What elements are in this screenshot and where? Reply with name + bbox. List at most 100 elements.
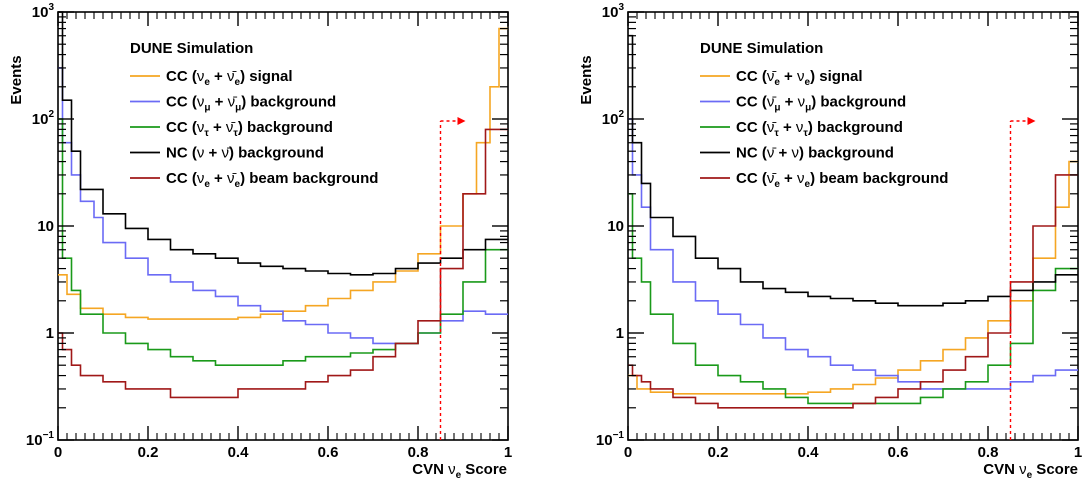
left-legend-label-part: + <box>204 145 221 162</box>
left-legend-entry: CC (νμ + ν̄μ) background <box>130 94 336 114</box>
right-legend-label-part: e <box>805 179 811 190</box>
left-cut-arrow-head <box>457 117 466 125</box>
right-x-ticks: 0 0.2 0.4 0.6 0.8 1 <box>624 12 1082 461</box>
right-annotation: DUNE Simulation <box>700 40 823 57</box>
right-legend-label-part: + <box>780 68 797 85</box>
left-y-axis-label: Events <box>8 55 25 104</box>
left-legend-entry: NC (ν + ν̄) background <box>130 145 324 162</box>
left-legend-label: CC (νe + ν̄e) beam background <box>166 170 378 190</box>
left-y-tick-label-base: 10 <box>32 4 49 21</box>
left-legend-label-part: + <box>210 94 227 111</box>
right-series-4 <box>628 174 1078 409</box>
left-legend-label: NC (ν + ν̄) background <box>166 145 324 162</box>
left-annotation: DUNE Simulation <box>130 40 253 57</box>
right-legend-label-part: NC ( <box>736 145 767 162</box>
right-legend-label-part: + <box>780 94 797 111</box>
right-legend-label-part: τ <box>803 128 808 139</box>
left-legend-label-part: CC ( <box>166 94 197 111</box>
left-legend-label-part: ν <box>197 170 205 187</box>
left-series-4 <box>58 128 508 399</box>
right-legend-label-part: CC ( <box>736 68 767 85</box>
right-legend-label-part: μ <box>805 103 811 114</box>
right-legend-label-part: CC ( <box>736 94 767 111</box>
right-x-axis-label-sub: e <box>1027 470 1033 481</box>
right-legend-label-part: ) beam background <box>810 170 948 187</box>
left-legend-label-part: CC ( <box>166 119 197 136</box>
left-legend-label-part: CC ( <box>166 170 197 187</box>
right-legend-entry: CC (ν̄μ + νμ) background <box>700 94 906 114</box>
left-legend-entry: CC (νe + ν̄e) signal <box>130 68 293 88</box>
left-x-tick-label: 0.6 <box>318 444 339 461</box>
left-legend-label-part: ν <box>197 119 205 136</box>
left-legend-label-part: ν̄ <box>227 68 237 85</box>
right-y-tick-label: 10 <box>607 218 624 235</box>
right-y-axis-label: Events <box>578 55 595 104</box>
left-legend-label-part: + <box>210 170 227 187</box>
right-legend-label: CC (ν̄τ + ντ) background <box>736 119 903 139</box>
right-legend-label-part: ν̄ <box>767 170 777 187</box>
left-y-tick-label: 1 <box>46 325 54 342</box>
left-y-tick-label-exp: 3 <box>48 2 54 13</box>
left-legend-label-part: e <box>235 179 241 190</box>
left-legend-label-part: μ <box>235 103 241 114</box>
left-legend-label: CC (νμ + ν̄μ) background <box>166 94 336 114</box>
right-x-tick-label: 0.6 <box>888 444 909 461</box>
right-legend-label-part: ) background <box>799 145 894 162</box>
left-series-3 <box>58 11 508 276</box>
left-x-axis-label-text: CVN <box>412 461 448 478</box>
left-y-tick-label-base: 10 <box>32 111 49 128</box>
left-legend-label-part: ) background <box>238 119 333 136</box>
right-legend-label-part: ν <box>796 119 804 136</box>
right-legend-label-part: ν <box>798 94 806 111</box>
right-y-tick-label-base: 10 <box>602 111 619 128</box>
right-y-tick-label-exp: −1 <box>613 430 625 441</box>
right-x-tick-label: 0.4 <box>798 444 820 461</box>
right-legend-label-part: ) background <box>811 94 906 111</box>
right-legend-label-part: ν̄ <box>767 94 777 111</box>
left-y-tick-label: 10−1 <box>26 430 55 449</box>
right-legend-label-part: e <box>774 77 780 88</box>
right-legend-label: CC (ν̄e + νe) beam background <box>736 170 948 190</box>
left-legend-label: CC (νe + ν̄e) signal <box>166 68 293 88</box>
right-legend-label: CC (ν̄e + νe) signal <box>736 68 863 88</box>
right-cut-layer <box>1009 117 1036 440</box>
left-legend-label-part: ν <box>197 68 205 85</box>
right-legend-label-part: + <box>780 170 797 187</box>
right-x-axis-label-score: Score <box>1032 461 1078 478</box>
right-legend-label-part: ) background <box>808 119 903 136</box>
left-x-tick-label: 1 <box>504 444 512 461</box>
left-series-2 <box>58 118 508 366</box>
left-y-tick-label-base: 10 <box>37 218 54 235</box>
right-x-axis-label: CVN νe Score <box>983 461 1078 481</box>
left-legend-label-part: ν̄ <box>228 94 238 111</box>
right-y-tick-label-exp: 2 <box>618 109 624 120</box>
right-legend-label-part: μ <box>774 103 780 114</box>
left-legend-label-part: e <box>235 77 241 88</box>
left-y-tick-label: 103 <box>32 2 55 21</box>
left-x-axis-label-nu: ν <box>448 461 456 478</box>
right-legend-label-part: ν̄ <box>767 119 777 136</box>
right-y-tick-label: 102 <box>602 109 625 128</box>
right-y-tick-label-base: 10 <box>596 432 613 449</box>
right-cut-arrow-head <box>1027 117 1036 125</box>
left-series-layer <box>58 11 508 399</box>
right-legend-label-part: + <box>779 119 796 136</box>
left-y-tick-label-exp: −1 <box>43 430 55 441</box>
left-y-tick-label-exp: 2 <box>48 109 54 120</box>
left-legend-label-part: τ <box>233 128 238 139</box>
right-y-tick-label-base: 10 <box>607 218 624 235</box>
left-legend-label-part: + <box>209 119 226 136</box>
right-legend-entry: CC (ν̄e + νe) beam background <box>700 170 948 190</box>
left-y-tick-label: 102 <box>32 109 55 128</box>
left-legend-label-part: e <box>204 179 210 190</box>
left-legend-label-part: ν <box>197 145 205 162</box>
right-x-axis-label-nu: ν <box>1019 461 1027 478</box>
right-y-tick-label-base: 10 <box>602 4 619 21</box>
right-legend-entry: CC (ν̄e + νe) signal <box>700 68 863 88</box>
left-legend-label-part: CC ( <box>166 68 197 85</box>
